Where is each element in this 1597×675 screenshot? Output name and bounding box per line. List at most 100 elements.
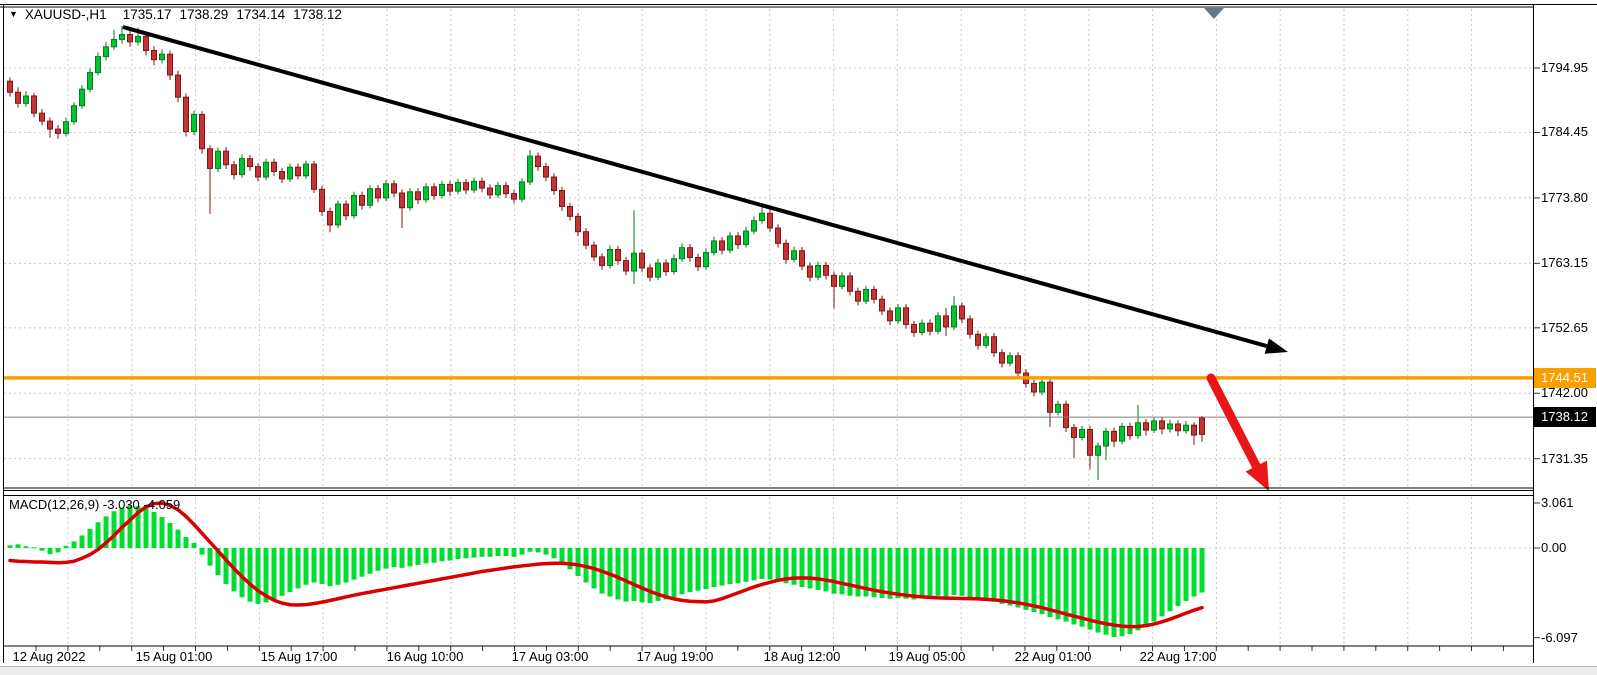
macd-histogram-bar (279, 548, 285, 596)
macd-histogram-bar (543, 548, 549, 555)
candle-body (63, 121, 69, 134)
macd-histogram-bar (575, 548, 581, 576)
time-axis-label: 19 Aug 05:00 (888, 649, 966, 664)
macd-histogram-bar (1063, 548, 1069, 622)
candle-body (503, 185, 509, 195)
red-arrow-arrowhead[interactable] (1245, 460, 1269, 491)
candle-body (143, 35, 149, 51)
candle-body (647, 267, 653, 278)
candle-body (927, 322, 933, 332)
candle-body (919, 322, 925, 333)
macd-histogram-bar (159, 517, 165, 548)
candle-body (999, 352, 1005, 364)
macd-histogram-bar (1015, 548, 1021, 608)
macd-histogram-bar (1183, 548, 1189, 601)
candle-body (1159, 420, 1165, 430)
candle-body (471, 180, 477, 191)
macd-histogram-bar (55, 548, 61, 553)
candle-body (1135, 422, 1141, 437)
macd-histogram-bar (351, 548, 357, 580)
macd-histogram-bar (383, 548, 389, 569)
candle-body (1167, 423, 1173, 430)
candle-body (975, 333, 981, 346)
macd-signal-line (8, 501, 1204, 629)
candle-body (1063, 403, 1069, 429)
macd-histogram-bar (799, 548, 805, 587)
time-axis-label: 16 Aug 10:00 (386, 649, 464, 664)
candle-body (879, 298, 885, 312)
symbol-dropdown-icon[interactable]: ▼ (9, 9, 18, 19)
candle-body (815, 264, 821, 278)
macd-histogram-bar (751, 548, 757, 581)
macd-histogram-bar (631, 548, 637, 601)
candle-body (959, 305, 965, 320)
time-axis-label: 15 Aug 17:00 (260, 649, 338, 664)
symbol-label: XAUUSD-,H1 (24, 7, 107, 22)
macd-histogram-bar (639, 548, 645, 603)
macd-histogram-bar (415, 548, 421, 565)
macd-histogram-bar (103, 516, 109, 548)
candle-body (447, 183, 453, 192)
macd-histogram-bar (399, 548, 405, 568)
macd-histogram-bar (463, 548, 469, 559)
macd-histogram-bar (447, 548, 453, 561)
macd-histogram-bar (367, 548, 373, 574)
macd-histogram-bar (1191, 548, 1197, 597)
price-axis-label: 1752.65 (1541, 319, 1588, 335)
macd-histogram-bar (663, 548, 669, 600)
candle-body (703, 252, 709, 268)
candle-body (207, 148, 213, 169)
candle-body (767, 212, 773, 229)
candle-body (119, 34, 125, 40)
macd-histogram-bar (967, 548, 973, 598)
macd-histogram-bar (783, 548, 789, 584)
candle-body (847, 275, 853, 292)
candle-body (1111, 430, 1117, 442)
macd-histogram-bar (1087, 548, 1093, 630)
trendline-annotation[interactable] (122, 25, 1268, 349)
candle-body (1079, 428, 1085, 438)
candle-body (823, 264, 829, 276)
trendline-arrowhead[interactable] (1264, 338, 1288, 354)
macd-histogram-bar (511, 548, 517, 557)
macd-histogram-bar (471, 548, 477, 558)
candle-body (1039, 381, 1045, 393)
macd-histogram-bar (687, 548, 693, 593)
red-arrow-annotation[interactable] (1206, 373, 1261, 471)
candle-body (655, 262, 661, 278)
quote-low: 1734.14 (236, 7, 286, 22)
macd-histogram-bar (503, 548, 509, 557)
candle-body (191, 113, 197, 133)
candle-body (231, 164, 237, 176)
candle-body (1151, 420, 1157, 431)
price-axis-label: 1773.80 (1541, 189, 1588, 205)
candle-body (943, 315, 949, 328)
macd-axis-label: 0.00 (1541, 540, 1567, 555)
candle-body (1015, 355, 1021, 374)
macd-histogram-bar (135, 506, 141, 548)
macd-histogram-bar (1199, 548, 1205, 593)
macd-histogram-bar (239, 548, 245, 598)
macd-histogram-bar (1031, 548, 1037, 612)
candle-body (887, 310, 893, 322)
macd-histogram-bar (951, 548, 957, 596)
candle-body (559, 190, 565, 208)
time-axis-label: 15 Aug 01:00 (135, 649, 213, 664)
candle-body (103, 46, 109, 58)
candle-body (1175, 423, 1181, 432)
candle-body (551, 176, 557, 192)
candle-body (47, 120, 53, 130)
status-strip (0, 666, 1597, 675)
candle-body (79, 88, 85, 107)
candle-body (351, 194, 357, 217)
macd-histogram-bar (1047, 548, 1053, 618)
chart-shift-marker-icon[interactable] (1204, 8, 1224, 19)
candle-body (1191, 424, 1197, 436)
time-axis-label: 18 Aug 12:00 (763, 649, 841, 664)
indicator-label: MACD(12,26,9) -3.030 -4.059 (9, 497, 181, 512)
macd-histogram-bar (63, 545, 69, 548)
time-axis-label: 22 Aug 01:00 (1014, 649, 1092, 664)
candle-body (575, 215, 581, 233)
macd-histogram-bar (407, 548, 413, 567)
